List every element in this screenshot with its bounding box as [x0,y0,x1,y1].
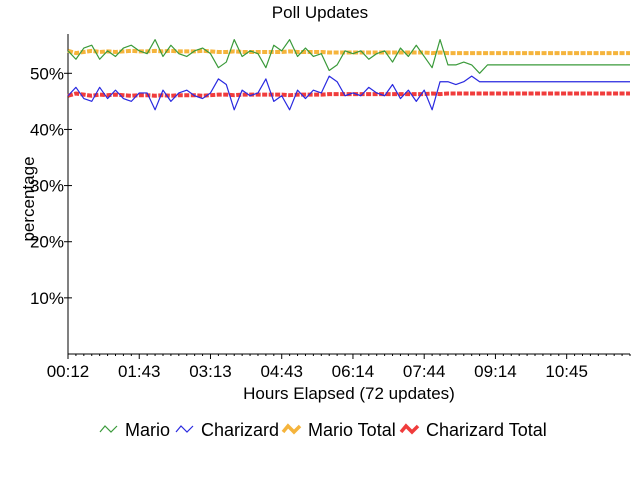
series-line-charizard [67,75,630,111]
x-tick-label: 07:44 [403,362,446,381]
legend-item: Mario Total [281,420,396,440]
y-tick-label: 20% [30,233,64,252]
x-tick-label: 06:14 [332,362,375,381]
y-tick-label: 30% [30,177,64,196]
x-axis-label: Hours Elapsed (72 updates) [243,384,455,403]
legend-label: Charizard Total [426,420,547,440]
y-tick-label: 10% [30,289,64,308]
series-layer [67,39,630,111]
legend-swatch [99,425,118,433]
x-tick-label: 04:43 [260,362,303,381]
x-tick-label: 01:43 [118,362,161,381]
legend-label: Charizard [201,420,279,440]
x-tick-label: 09:14 [474,362,517,381]
legend-label: Mario Total [308,420,396,440]
x-tick-label: 00:12 [47,362,90,381]
y-axis-label: percentage [19,156,38,241]
legend-item: Charizard [175,420,279,440]
y-tick-label: 50% [30,64,64,83]
x-axis: 00:12 01:43 03:13 04:43 06:14 07:44 09:14 10:45 [47,354,631,381]
x-tick-label: 10:45 [545,362,588,381]
plot-area [67,34,630,355]
chart-title: Poll Updates [272,3,368,22]
legend-swatch [175,425,194,433]
legend-swatch [281,423,302,435]
legend: Mario Charizard Mario Total Charizard Total [99,420,547,440]
x-tick-label: 03:13 [189,362,232,381]
y-axis: 10% 20% 30% 40% 50% [30,64,72,308]
legend-item: Mario [99,420,170,440]
legend-item: Charizard Total [399,420,547,440]
legend-label: Mario [125,420,170,440]
y-tick-label: 40% [30,120,64,139]
series-line-mario [67,39,630,74]
legend-swatch [399,423,420,435]
